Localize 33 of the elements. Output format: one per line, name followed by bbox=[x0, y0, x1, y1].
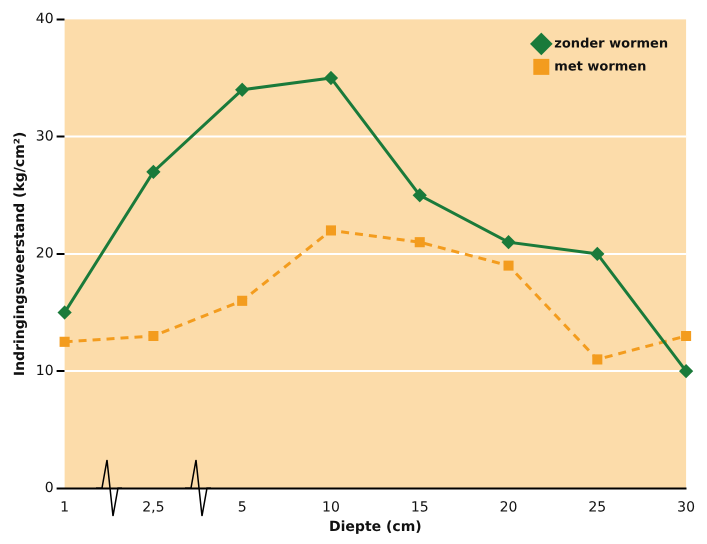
point bbox=[414, 237, 425, 248]
legend-label: met wormen bbox=[554, 59, 646, 74]
point bbox=[146, 165, 160, 178]
y-tick-label: 0 bbox=[44, 480, 54, 496]
x-tick-label: 30 bbox=[677, 499, 696, 516]
y-axis-title: Indringingsweerstand (kg/cm²) bbox=[12, 132, 28, 376]
y-tick-label: 30 bbox=[36, 128, 54, 144]
x-tick-label: 20 bbox=[500, 499, 518, 516]
point bbox=[413, 188, 426, 202]
x-axis-title: Diepte (cm) bbox=[329, 519, 422, 536]
x-tick-label: 15 bbox=[410, 499, 429, 516]
y-tick-label: 10 bbox=[36, 362, 54, 379]
point bbox=[502, 236, 516, 249]
x-tick-label: 1 bbox=[60, 499, 70, 516]
x-tick-label: 2,5 bbox=[142, 499, 165, 516]
x-tick-label: 10 bbox=[322, 499, 340, 516]
point bbox=[503, 260, 514, 271]
point bbox=[324, 72, 338, 85]
y-tick-label: 20 bbox=[36, 246, 54, 262]
point bbox=[326, 225, 336, 236]
point bbox=[148, 330, 158, 342]
x-tick-label: 25 bbox=[588, 499, 606, 516]
point bbox=[592, 354, 602, 364]
point bbox=[236, 83, 249, 96]
legend-label: zonder wormen bbox=[554, 36, 668, 52]
point bbox=[58, 306, 72, 320]
point bbox=[237, 296, 248, 306]
point bbox=[60, 336, 70, 347]
y-tick-label: 40 bbox=[36, 11, 54, 28]
point bbox=[590, 247, 604, 260]
point bbox=[681, 330, 692, 342]
x-tick-label: 5 bbox=[238, 499, 247, 516]
point bbox=[680, 364, 693, 378]
